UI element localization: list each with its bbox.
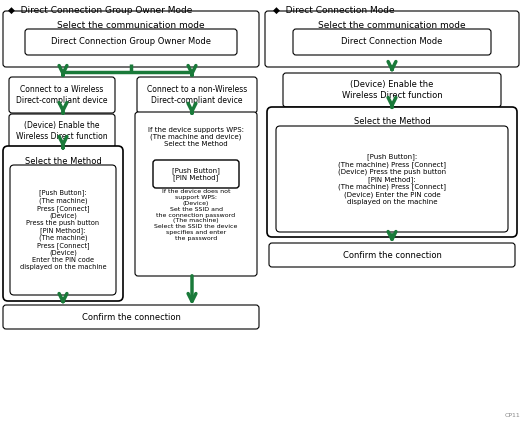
Text: Connect to a non-Wireless
Direct-compliant device: Connect to a non-Wireless Direct-complia… bbox=[147, 85, 247, 105]
FancyBboxPatch shape bbox=[9, 114, 115, 148]
Text: (Device) Enable the
Wireless Direct function: (Device) Enable the Wireless Direct func… bbox=[16, 121, 108, 141]
Text: Select the Method: Select the Method bbox=[354, 117, 430, 127]
Text: Select the Method: Select the Method bbox=[25, 157, 101, 165]
Text: [Push Button]:
(The machine)
Press [Connect]
(Device)
Press the push button
[PIN: [Push Button]: (The machine) Press [Conn… bbox=[20, 189, 106, 271]
Text: ◆  Direct Connection Mode: ◆ Direct Connection Mode bbox=[273, 6, 395, 15]
FancyBboxPatch shape bbox=[25, 29, 237, 55]
FancyBboxPatch shape bbox=[267, 107, 517, 237]
FancyBboxPatch shape bbox=[9, 77, 115, 113]
FancyBboxPatch shape bbox=[3, 11, 259, 67]
FancyBboxPatch shape bbox=[276, 126, 508, 232]
Text: Direct Connection Group Owner Mode: Direct Connection Group Owner Mode bbox=[51, 38, 211, 46]
Text: Connect to a Wireless
Direct-compliant device: Connect to a Wireless Direct-compliant d… bbox=[16, 85, 108, 105]
Text: If the device supports WPS:
(The machine and device)
Select the Method: If the device supports WPS: (The machine… bbox=[148, 127, 244, 147]
FancyBboxPatch shape bbox=[293, 29, 491, 55]
Text: ◆  Direct Connection Group Owner Mode: ◆ Direct Connection Group Owner Mode bbox=[8, 6, 192, 15]
Text: If the device does not
support WPS:
(Device)
Set the SSID and
the connection pas: If the device does not support WPS: (Dev… bbox=[154, 189, 238, 241]
FancyBboxPatch shape bbox=[269, 243, 515, 267]
FancyBboxPatch shape bbox=[137, 77, 257, 113]
Text: Select the communication mode: Select the communication mode bbox=[318, 22, 466, 30]
FancyBboxPatch shape bbox=[153, 160, 239, 188]
Text: Confirm the connection: Confirm the connection bbox=[343, 251, 441, 260]
FancyBboxPatch shape bbox=[265, 11, 519, 67]
Text: Confirm the connection: Confirm the connection bbox=[82, 313, 180, 322]
FancyBboxPatch shape bbox=[135, 112, 257, 276]
Text: [Push Button]
[PIN Method]: [Push Button] [PIN Method] bbox=[172, 167, 220, 181]
Text: [Push Button]:
(The machine) Press [Connect]
(Device) Press the push button
[PIN: [Push Button]: (The machine) Press [Conn… bbox=[338, 153, 446, 205]
FancyBboxPatch shape bbox=[3, 305, 259, 329]
FancyBboxPatch shape bbox=[283, 73, 501, 107]
Text: Select the communication mode: Select the communication mode bbox=[57, 22, 205, 30]
FancyBboxPatch shape bbox=[10, 165, 116, 295]
FancyBboxPatch shape bbox=[3, 146, 123, 301]
Text: Direct Connection Mode: Direct Connection Mode bbox=[341, 38, 443, 46]
Text: (Device) Enable the
Wireless Direct function: (Device) Enable the Wireless Direct func… bbox=[342, 80, 442, 100]
Text: CP11: CP11 bbox=[504, 413, 520, 418]
